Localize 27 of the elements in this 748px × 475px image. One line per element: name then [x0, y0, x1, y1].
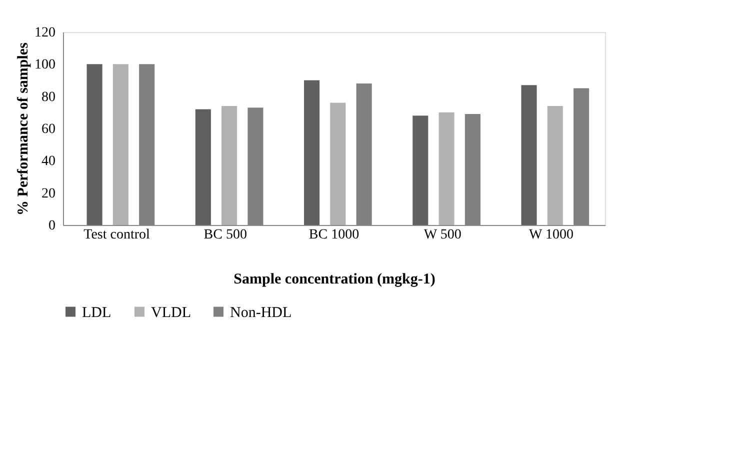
x-tick-label: BC 1000: [308, 228, 360, 242]
bar: [112, 64, 128, 225]
y-tick-label: 80: [42, 90, 56, 105]
bar: [195, 109, 211, 225]
y-tick-label: 100: [34, 58, 56, 73]
y-tick-label: 40: [42, 154, 56, 170]
legend-label: Non-HDL: [230, 304, 292, 321]
bar: [547, 106, 563, 225]
x-tick-label: BC 500: [204, 228, 247, 242]
bar: [412, 116, 428, 225]
y-axis-title: % Performance of samples: [16, 42, 32, 216]
x-tick-label: W 500: [424, 228, 462, 242]
y-tick-label: 120: [34, 26, 56, 40]
y-tick-label: 20: [42, 186, 56, 202]
bar: [330, 102, 346, 225]
bar: [521, 85, 537, 225]
x-tick-label: Test control: [84, 228, 150, 242]
legend-label: VLDL: [151, 304, 191, 321]
bar: [86, 64, 102, 225]
y-tick-label: 0: [48, 218, 56, 234]
bar: [304, 80, 320, 225]
legend-label: LDL: [82, 304, 112, 321]
x-tick-label: W 1000: [529, 228, 574, 242]
x-axis-title: Sample concentration (mgkg-1): [234, 272, 436, 288]
bar: [438, 112, 454, 225]
y-tick-label: 60: [42, 122, 56, 137]
bar: [222, 106, 238, 225]
